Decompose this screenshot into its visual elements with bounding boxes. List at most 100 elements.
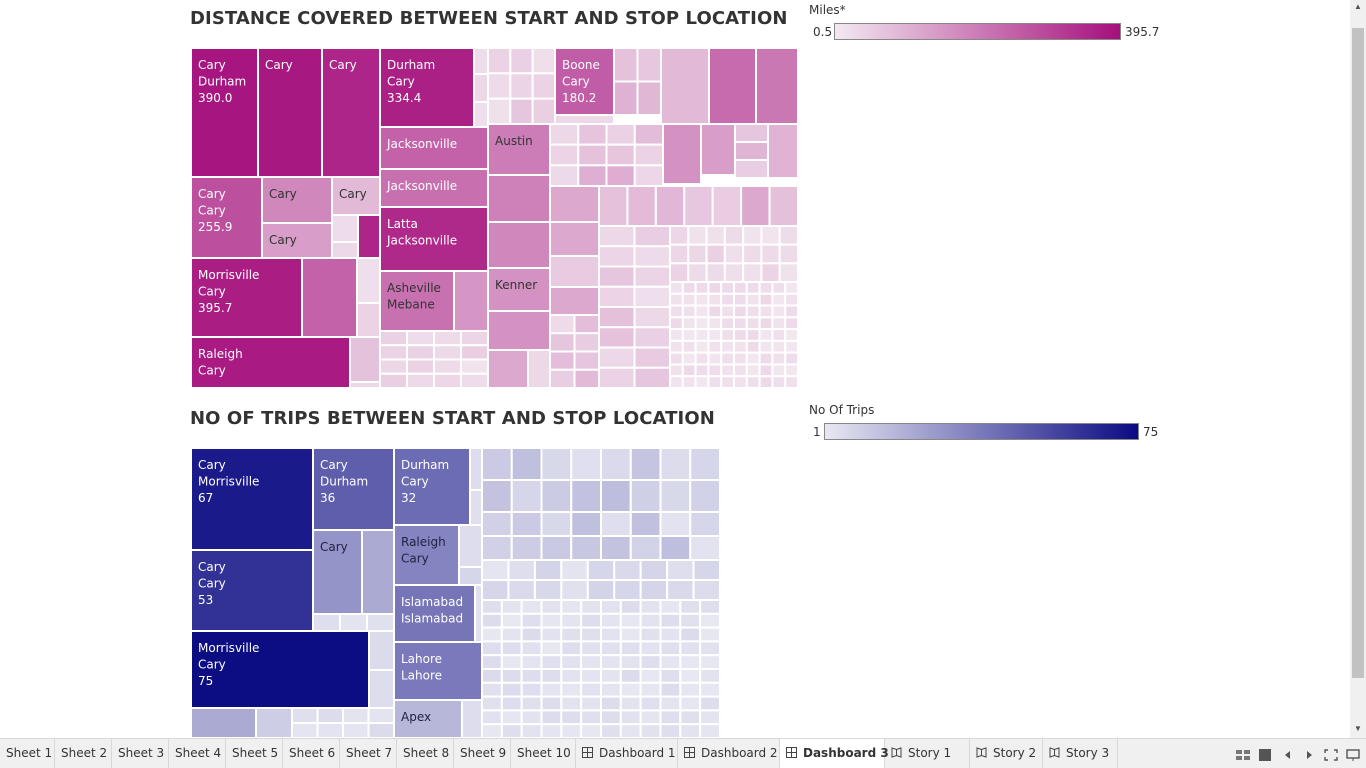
trips-small-cell[interactable] xyxy=(639,723,662,738)
trips-small-cell[interactable] xyxy=(699,654,720,670)
miles-cell[interactable] xyxy=(660,47,710,125)
trips-small-cell[interactable] xyxy=(481,559,510,581)
miles-small-cell[interactable] xyxy=(577,164,608,188)
miles-small-cell[interactable] xyxy=(778,243,798,265)
trips-small-cell[interactable] xyxy=(666,579,695,601)
trips-small-cell[interactable] xyxy=(580,723,602,738)
trips-small-cell[interactable] xyxy=(600,723,622,738)
trips-small-cell[interactable] xyxy=(481,535,513,561)
trips-small-cell[interactable] xyxy=(639,668,662,684)
miles-small-cell[interactable] xyxy=(760,262,781,283)
trips-small-cell[interactable] xyxy=(560,681,583,698)
trips-small-cell[interactable] xyxy=(540,535,573,561)
trips-cell[interactable] xyxy=(458,524,483,568)
miles-small-cell[interactable] xyxy=(669,375,684,388)
miles-small-cell[interactable] xyxy=(669,316,684,331)
miles-small-cell[interactable] xyxy=(758,281,774,295)
miles-small-cell[interactable] xyxy=(742,243,763,265)
trips-small-cell[interactable] xyxy=(560,559,589,581)
tab-sheet-9[interactable]: Sheet 9 xyxy=(454,739,511,768)
miles-small-cell[interactable] xyxy=(573,350,600,371)
trips-small-cell[interactable] xyxy=(481,709,503,726)
miles-small-cell[interactable] xyxy=(433,330,462,347)
miles-cell[interactable] xyxy=(356,302,381,338)
miles-small-cell[interactable] xyxy=(613,47,639,83)
miles-small-cell[interactable] xyxy=(733,281,748,295)
trips-small-cell[interactable] xyxy=(500,681,523,698)
trips-small-cell[interactable] xyxy=(639,681,662,698)
trips-small-cell[interactable] xyxy=(639,626,662,643)
miles-small-cell[interactable] xyxy=(784,316,798,331)
fullscreen-icon[interactable] xyxy=(1324,748,1338,761)
trips-small-cell[interactable] xyxy=(639,612,662,629)
tab-dashboard-2[interactable]: Dashboard 2 xyxy=(678,739,780,768)
trips-small-cell[interactable] xyxy=(679,599,702,615)
trips-small-cell[interactable] xyxy=(500,709,523,726)
trips-small-cell[interactable] xyxy=(481,599,503,615)
trips-small-cell[interactable] xyxy=(659,511,692,537)
miles-small-cell[interactable] xyxy=(784,375,798,388)
trips-small-cell[interactable] xyxy=(520,723,543,738)
trips-small-cell[interactable] xyxy=(481,447,513,481)
trips-small-cell[interactable] xyxy=(540,599,563,615)
miles-small-cell[interactable] xyxy=(598,326,636,349)
miles-color-legend[interactable] xyxy=(834,23,1121,40)
miles-small-cell[interactable] xyxy=(633,285,671,308)
miles-small-cell[interactable] xyxy=(723,262,745,283)
trips-small-cell[interactable] xyxy=(629,479,662,513)
miles-cell[interactable] xyxy=(700,123,736,176)
miles-small-cell[interactable] xyxy=(669,363,684,378)
trips-small-cell[interactable] xyxy=(481,579,510,601)
trips-small-cell[interactable] xyxy=(500,723,523,738)
miles-small-cell[interactable] xyxy=(768,185,798,227)
trips-small-cell[interactable] xyxy=(619,654,642,670)
trips-small-cell[interactable] xyxy=(540,709,563,726)
miles-small-cell[interactable] xyxy=(598,346,636,369)
sheet-sorter-icon[interactable] xyxy=(1236,748,1250,760)
miles-small-cell[interactable] xyxy=(633,366,671,388)
trips-small-cell[interactable] xyxy=(629,511,662,537)
trips-small-cell[interactable] xyxy=(639,654,662,670)
tab-sheet-10[interactable]: Sheet 10 xyxy=(511,739,576,768)
previous-tab-icon[interactable] xyxy=(1281,748,1295,760)
miles-cell-11[interactable] xyxy=(487,123,551,176)
miles-cell[interactable] xyxy=(549,255,600,288)
trips-small-cell[interactable] xyxy=(533,559,563,581)
miles-small-cell[interactable] xyxy=(694,363,710,378)
miles-cell[interactable] xyxy=(527,349,551,388)
miles-small-cell[interactable] xyxy=(509,47,534,75)
miles-small-cell[interactable] xyxy=(681,316,697,331)
miles-small-cell[interactable] xyxy=(745,292,761,307)
miles-small-cell[interactable] xyxy=(681,328,697,342)
miles-small-cell[interactable] xyxy=(531,97,556,126)
trips-small-cell[interactable] xyxy=(600,654,622,670)
trips-small-cell[interactable] xyxy=(639,695,662,712)
miles-small-cell[interactable] xyxy=(549,143,580,167)
trips-small-cell[interactable] xyxy=(481,626,503,643)
miles-small-cell[interactable] xyxy=(758,292,774,307)
miles-cell[interactable] xyxy=(473,101,489,128)
trips-cell[interactable] xyxy=(368,669,395,709)
trips-small-cell[interactable] xyxy=(540,612,563,629)
trips-small-cell[interactable] xyxy=(500,640,523,657)
trips-small-cell[interactable] xyxy=(580,668,602,684)
miles-cell-1[interactable] xyxy=(257,47,323,178)
miles-small-cell[interactable] xyxy=(626,185,657,227)
miles-small-cell[interactable] xyxy=(720,375,736,388)
miles-small-cell[interactable] xyxy=(598,185,629,227)
miles-small-cell[interactable] xyxy=(681,375,697,388)
trips-cell[interactable] xyxy=(469,489,483,526)
miles-small-cell[interactable] xyxy=(707,328,723,342)
miles-small-cell[interactable] xyxy=(705,243,726,265)
miles-small-cell[interactable] xyxy=(771,304,787,319)
filmstrip-icon[interactable] xyxy=(1258,748,1272,761)
tab-sheet-8[interactable]: Sheet 8 xyxy=(397,739,454,768)
miles-small-cell[interactable] xyxy=(681,281,697,295)
miles-cell[interactable] xyxy=(662,123,702,185)
miles-small-cell[interactable] xyxy=(379,372,408,388)
miles-small-cell[interactable] xyxy=(745,281,761,295)
miles-small-cell[interactable] xyxy=(705,225,726,246)
trips-small-cell[interactable] xyxy=(312,613,341,632)
miles-small-cell[interactable] xyxy=(433,358,462,375)
miles-small-cell[interactable] xyxy=(549,123,580,146)
